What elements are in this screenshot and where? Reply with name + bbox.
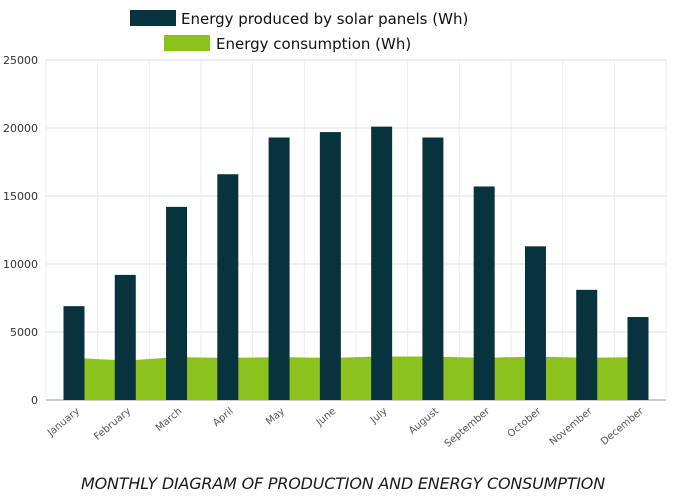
consumption-area-layer — [73, 356, 639, 400]
x-tick-label: July — [368, 406, 390, 427]
production-bar — [217, 174, 239, 400]
production-bar — [524, 246, 546, 400]
monthly-energy-chart: Energy produced by solar panels (Wh) Ene… — [3, 10, 667, 450]
y-tick-label: 15000 — [3, 190, 38, 203]
x-tick-label: November — [548, 405, 596, 447]
y-tick-label: 5000 — [10, 326, 38, 339]
consumption-area — [74, 356, 638, 400]
gridlines — [45, 59, 667, 401]
chart-caption: MONTHLY DIAGRAM OF PRODUCTION AND ENERGY… — [81, 474, 605, 493]
x-tick-label: April — [211, 406, 236, 429]
production-bars — [63, 126, 649, 400]
x-tick-label: October — [506, 405, 544, 440]
legend-label-consumption: Energy consumption (Wh) — [216, 35, 411, 53]
x-tick-label: March — [154, 406, 184, 434]
x-tick-label: January — [45, 406, 82, 439]
y-tick-label: 0 — [31, 394, 38, 407]
production-bar — [268, 137, 290, 400]
production-bar — [627, 317, 649, 400]
x-tick-label: August — [407, 406, 441, 437]
x-axis-ticks: January February March April May June July Augu… — [45, 405, 647, 450]
x-tick-label: December — [599, 405, 646, 447]
legend: Energy produced by solar panels (Wh) Ene… — [130, 10, 468, 53]
y-tick-label: 25000 — [3, 54, 38, 67]
legend-label-production: Energy produced by solar panels (Wh) — [181, 10, 468, 28]
x-tick-label: June — [314, 406, 339, 429]
x-tick-label: September — [443, 405, 493, 450]
y-axis-ticks: 0 5000 10000 15000 20000 25000 — [3, 54, 38, 407]
legend-swatch-production — [130, 10, 176, 26]
production-bar — [63, 306, 85, 400]
y-tick-label: 20000 — [3, 122, 38, 135]
x-tick-label: May — [264, 406, 287, 428]
production-bar — [473, 186, 495, 400]
production-bar — [371, 126, 393, 400]
production-bar — [114, 274, 136, 400]
legend-swatch-consumption — [164, 35, 210, 51]
production-bar — [319, 132, 341, 400]
y-tick-label: 10000 — [3, 258, 38, 271]
production-bar — [166, 206, 188, 400]
production-bar — [422, 137, 444, 400]
x-tick-label: February — [92, 406, 133, 443]
production-bar — [576, 289, 598, 400]
